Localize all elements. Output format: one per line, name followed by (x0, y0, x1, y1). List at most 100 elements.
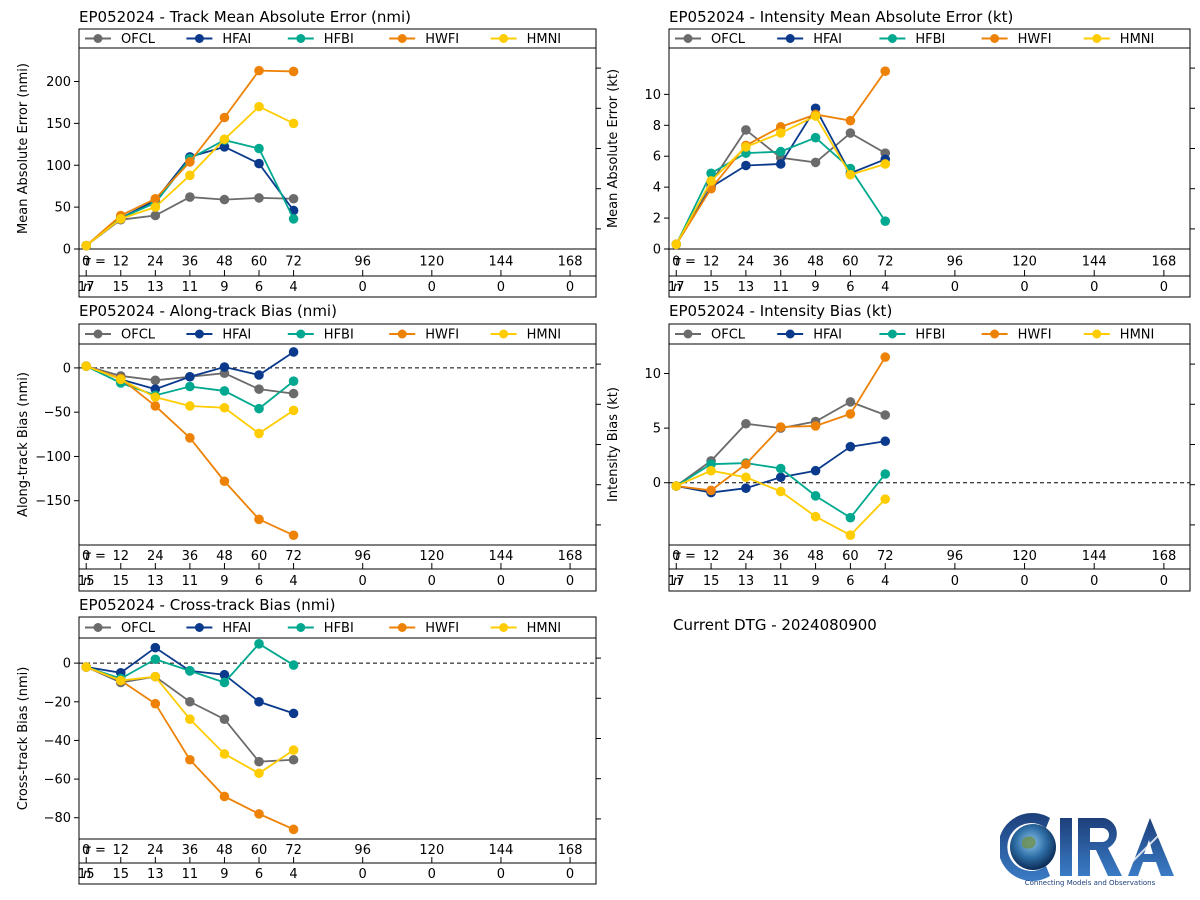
data-point-HMNI (254, 428, 264, 439)
data-point-HFBI (845, 512, 856, 523)
data-point-HWFI (185, 157, 195, 167)
data-point-HMNI (185, 170, 195, 181)
data-point-HFAI (741, 483, 751, 493)
tau-tick-label: 72 (285, 843, 302, 858)
n-count-label: 17 (78, 280, 95, 295)
tau-tick-label: 168 (1151, 549, 1176, 564)
n-count-label: 0 (566, 574, 574, 589)
data-point-HMNI (775, 128, 786, 138)
tau-tick-label: 48 (216, 255, 233, 270)
tau-tick-label: 0 (82, 843, 90, 858)
legend-marker-OFCL (93, 34, 103, 43)
legend-marker-HFBI (887, 329, 897, 339)
legend-marker-HFBI (887, 34, 897, 43)
data-point-HFAI (288, 708, 299, 719)
data-point-HMNI (880, 159, 891, 169)
n-label: n (83, 280, 91, 295)
tau-tick-label: 96 (947, 255, 964, 270)
n-count-label: 0 (497, 574, 505, 589)
tau-tick-label: 0 (82, 255, 90, 270)
data-point-HFAI (810, 465, 821, 476)
data-point-OFCL (150, 210, 161, 221)
data-point-HMNI (81, 662, 92, 672)
data-point-OFCL (219, 714, 230, 724)
data-point-HFBI (185, 381, 195, 392)
y-tick-label: 0 (63, 657, 71, 672)
tau-tick-label: 168 (558, 843, 583, 858)
data-point-HFAI (288, 347, 299, 357)
n-count-label: 6 (255, 574, 263, 589)
data-point-HFAI (741, 160, 751, 171)
logo-r-letter (1078, 818, 1122, 876)
legend-label-HMNI: HMNI (527, 32, 562, 47)
legend-label-HFAI: HFAI (222, 328, 251, 343)
data-point-OFCL (288, 193, 299, 204)
y-tick-label: −40 (44, 734, 71, 749)
tau-tick-label: 36 (182, 843, 199, 858)
data-point-HMNI (115, 214, 126, 224)
legend-label-HMNI: HMNI (1120, 328, 1155, 343)
data-point-HWFI (288, 66, 299, 77)
data-point-HWFI (185, 433, 195, 443)
data-point-HMNI (288, 405, 299, 416)
data-point-HFBI (254, 638, 264, 649)
plot-frame (78, 28, 597, 298)
tau-tick-label: 36 (772, 549, 789, 564)
y-tick-label: 4 (653, 181, 661, 196)
data-point-HMNI (741, 472, 751, 483)
data-point-HFBI (775, 463, 786, 474)
data-point-HFBI (775, 146, 786, 157)
n-count-label: 17 (668, 280, 685, 295)
y-tick-label: −80 (44, 811, 71, 826)
tau-tick-label: 144 (489, 549, 514, 564)
y-tick-label: 0 (63, 361, 71, 376)
legend-marker-OFCL (93, 623, 103, 632)
tau-tick-label: 144 (1082, 549, 1107, 564)
tau-tick-label: 60 (842, 549, 859, 564)
n-count-label: 11 (182, 574, 199, 589)
legend-marker-HWFI (397, 623, 407, 632)
n-count-label: 11 (182, 280, 199, 295)
tau-tick-label: 12 (112, 255, 129, 270)
data-point-HMNI (671, 481, 682, 491)
data-point-HFAI (150, 642, 161, 653)
n-count-label: 0 (1160, 280, 1168, 295)
tau-tick-label: 60 (251, 255, 268, 270)
data-point-HFBI (880, 216, 891, 226)
data-point-HWFI (219, 791, 230, 802)
data-point-HMNI (150, 392, 161, 402)
y-tick-label: 0 (653, 243, 661, 258)
tau-tick-label: 12 (112, 843, 129, 858)
y-tick-label: 50 (54, 201, 71, 216)
tau-tick-label: 48 (216, 549, 233, 564)
data-point-HWFI (254, 514, 264, 525)
n-count-label: 4 (881, 280, 889, 295)
n-count-label: 4 (289, 867, 297, 882)
tau-tick-label: 60 (251, 843, 268, 858)
data-point-OFCL (185, 696, 195, 707)
n-count-label: 13 (147, 867, 164, 882)
plot-frame (78, 616, 597, 885)
n-count-label: 13 (147, 574, 164, 589)
n-count-label: 6 (255, 867, 263, 882)
n-label: n (673, 574, 681, 589)
n-count-label: 4 (289, 574, 297, 589)
tau-tick-label: 12 (112, 549, 129, 564)
data-point-HMNI (254, 768, 264, 779)
tau-tick-label: 24 (738, 255, 755, 270)
data-point-HFAI (254, 696, 264, 707)
y-tick-label: 0 (63, 243, 71, 258)
data-point-HMNI (775, 486, 786, 497)
y-tick-label: −100 (35, 450, 71, 465)
plot-frame (78, 323, 597, 592)
tau-tick-label: 96 (947, 549, 964, 564)
chart-panel-cross_bias: EP052024 - Cross-track Bias (nmi) Cross-t… (16, 596, 601, 885)
data-point-HWFI (880, 352, 891, 362)
data-point-OFCL (288, 388, 299, 399)
legend-marker-HFBI (296, 329, 306, 339)
data-point-HMNI (845, 169, 856, 180)
logo-a-letter (1128, 818, 1174, 876)
legend-label-HWFI: HWFI (425, 328, 459, 343)
n-count-label: 0 (566, 867, 574, 882)
